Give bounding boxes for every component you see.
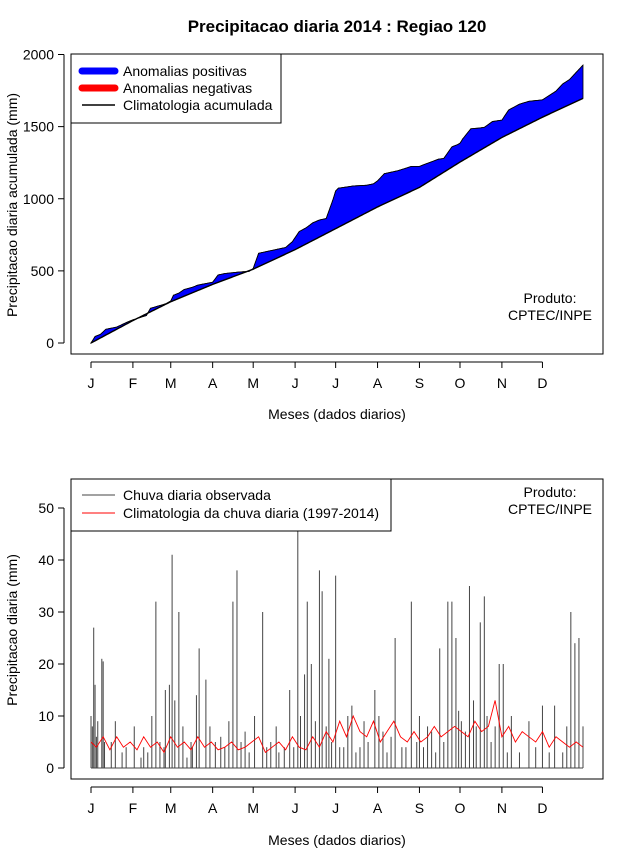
- bottom-legend-box: [70, 478, 392, 532]
- top-x-tick-label: D: [537, 375, 547, 391]
- bottom-x-tick-label: J: [88, 800, 95, 816]
- top-x-tick-label: J: [292, 375, 299, 391]
- top-x-tick-label: F: [129, 375, 138, 391]
- bottom-y-tick-label: 10: [38, 708, 54, 724]
- top-x-axis-label: Meses (dados diarios): [268, 406, 406, 422]
- legend-label-negative: Anomalias negativas: [123, 80, 252, 96]
- climatology-accumulated-line: [90, 97, 584, 344]
- bottom-y-axis: 0 10 20 30 40 50: [38, 500, 65, 776]
- top-y-tick-label: 0: [46, 335, 54, 351]
- observed-accumulated-line: [90, 64, 584, 344]
- bottom-x-tick-label: M: [247, 800, 259, 816]
- top-x-tick-label: J: [332, 375, 339, 391]
- top-x-tick-label: N: [497, 375, 507, 391]
- legend-label-climatology: Climatologia acumulada: [123, 97, 273, 113]
- bottom-y-axis-label: Precipitacao diaria (mm): [4, 554, 20, 706]
- bottom-x-tick-label: M: [165, 800, 177, 816]
- bottom-y-tick-label: 50: [38, 500, 54, 516]
- bottom-plot-area: [90, 528, 584, 769]
- bottom-x-tick-label: A: [208, 800, 218, 816]
- chart-title: Precipitacao diaria 2014 : Regiao 120: [188, 17, 487, 36]
- top-x-tick-label: M: [247, 375, 259, 391]
- top-y-tick-label: 2000: [23, 47, 54, 63]
- top-y-axis: 0 500 1000 1500 2000: [23, 47, 65, 351]
- top-plot-frame: [70, 53, 604, 355]
- bottom-x-tick-label: N: [497, 800, 507, 816]
- bottom-x-tick-label: D: [537, 800, 547, 816]
- top-x-tick-label: S: [415, 375, 424, 391]
- bottom-y-tick-label: 20: [38, 656, 54, 672]
- top-product-note-line1: Produto:: [524, 290, 577, 306]
- top-plot-area: [89, 64, 584, 345]
- top-x-tick-label: J: [88, 375, 95, 391]
- top-x-tick-label: A: [208, 375, 218, 391]
- top-legend: Anomalias positivas Anomalias negativas …: [70, 53, 282, 124]
- top-x-tick-label: A: [373, 375, 383, 391]
- top-y-axis-label: Precipitacao diaria acumulada (mm): [4, 93, 20, 317]
- top-y-tick-label: 1000: [23, 191, 54, 207]
- bottom-x-tick-label: F: [129, 800, 138, 816]
- top-x-tick-label: M: [165, 375, 177, 391]
- bottom-y-tick-label: 0: [46, 760, 54, 776]
- bottom-x-tick-label: A: [373, 800, 383, 816]
- daily-climatology-line: [90, 700, 584, 754]
- top-panel: 0 500 1000 1500 2000 J F M A M J J A S O N D Meses (dad…: [4, 47, 604, 422]
- bottom-x-tick-label: J: [292, 800, 299, 816]
- bottom-y-tick-label: 40: [38, 552, 54, 568]
- bottom-y-tick-label: 30: [38, 604, 54, 620]
- legend-label-positive: Anomalias positivas: [123, 63, 247, 79]
- top-y-tick-label: 1500: [23, 119, 54, 135]
- legend-label-observed: Chuva diaria observada: [123, 487, 271, 503]
- bottom-x-tick-label: O: [455, 800, 466, 816]
- bottom-legend: Chuva diaria observada Climatologia da c…: [70, 478, 392, 532]
- bottom-x-axis-label: Meses (dados diarios): [268, 832, 406, 848]
- bottom-product-note-line2: CPTEC/INPE: [508, 501, 592, 517]
- bottom-product-note-line1: Produto:: [524, 484, 577, 500]
- top-product-note-line2: CPTEC/INPE: [508, 307, 592, 323]
- top-x-tick-label: O: [455, 375, 466, 391]
- bottom-x-tick-label: S: [415, 800, 424, 816]
- top-y-tick-label: 500: [31, 263, 55, 279]
- bottom-x-tick-label: J: [332, 800, 339, 816]
- legend-label-daily-climatology: Climatologia da chuva diaria (1997-2014): [123, 505, 379, 521]
- bottom-panel: 0 10 20 30 40 50 J F M A M J J A S O N D Meses (dados di…: [4, 478, 604, 848]
